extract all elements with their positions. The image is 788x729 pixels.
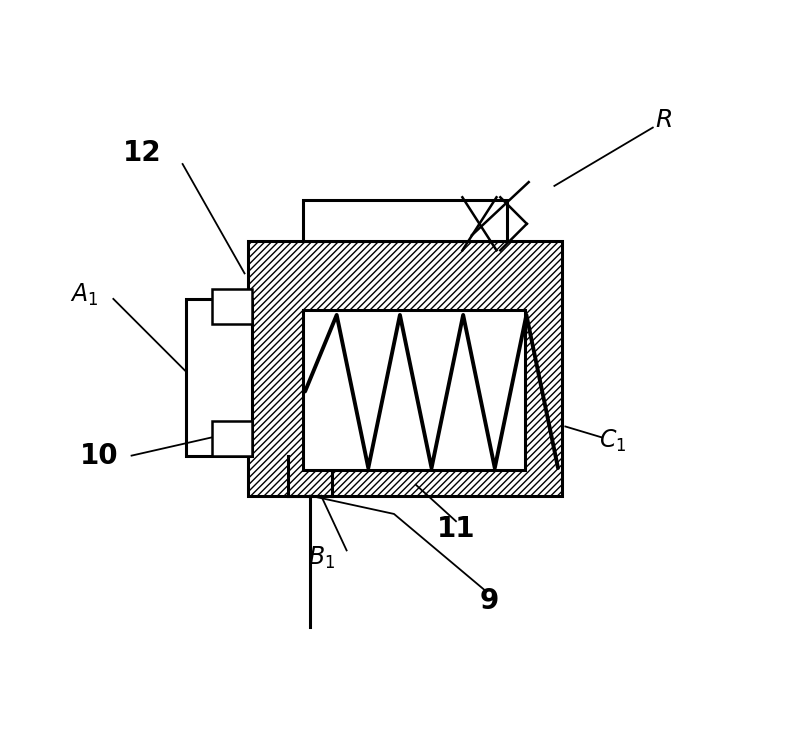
Text: $B_1$: $B_1$ xyxy=(307,545,335,571)
Text: 12: 12 xyxy=(123,139,162,167)
Text: $A_1$: $A_1$ xyxy=(70,282,98,308)
Bar xyxy=(186,299,252,456)
Bar xyxy=(303,310,526,470)
Text: $C_1$: $C_1$ xyxy=(599,428,626,454)
Bar xyxy=(248,241,562,496)
Bar xyxy=(303,200,507,241)
Text: 11: 11 xyxy=(437,515,475,542)
Text: 10: 10 xyxy=(80,442,118,469)
Text: 9: 9 xyxy=(479,588,498,615)
Text: $R$: $R$ xyxy=(656,109,672,132)
Bar xyxy=(212,421,252,456)
Bar xyxy=(212,289,252,324)
Bar xyxy=(248,241,562,496)
